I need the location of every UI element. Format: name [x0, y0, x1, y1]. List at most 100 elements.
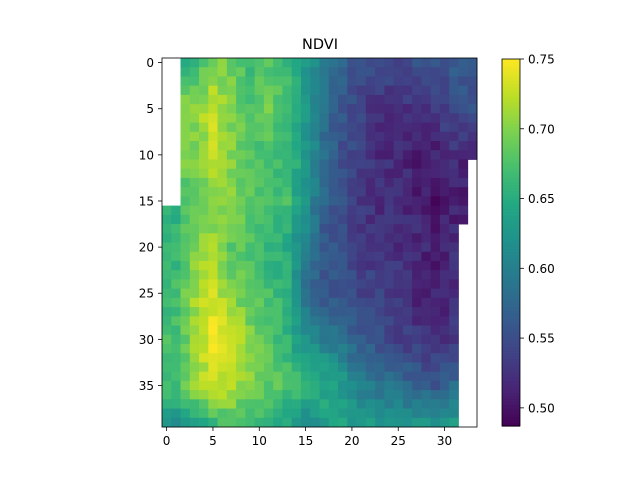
heatmap-cell	[199, 307, 209, 317]
heatmap-cell	[430, 58, 441, 68]
colorbar-segment	[502, 141, 520, 146]
colorbar-segment	[502, 172, 520, 176]
heatmap-cell	[449, 297, 459, 308]
heatmap-cell	[254, 214, 265, 225]
heatmap-cell	[430, 214, 441, 225]
heatmap-cell	[356, 196, 367, 206]
heatmap-cell	[199, 159, 209, 170]
heatmap-cell	[282, 224, 293, 234]
heatmap-cell	[338, 408, 348, 419]
heatmap-cell	[402, 67, 413, 77]
heatmap-cell	[421, 150, 432, 160]
heatmap-cell	[273, 260, 283, 271]
heatmap-cell	[300, 187, 311, 197]
heatmap-cell	[439, 307, 450, 317]
heatmap-cell	[217, 408, 228, 419]
heatmap-cell	[393, 104, 404, 114]
heatmap-cell	[300, 168, 311, 179]
heatmap-cell	[273, 94, 283, 105]
heatmap-cell	[384, 380, 395, 391]
heatmap-cell	[254, 325, 265, 336]
heatmap-cell	[236, 334, 246, 345]
heatmap-cell	[189, 187, 200, 197]
heatmap-cell	[310, 187, 320, 197]
colorbar-tick-label: 0.75	[528, 53, 555, 67]
heatmap-cell	[310, 408, 320, 419]
colorbar-segment	[502, 239, 520, 244]
heatmap-cell	[208, 297, 218, 308]
heatmap-cell	[199, 408, 209, 419]
heatmap-cell	[402, 76, 413, 87]
heatmap-cell	[384, 205, 395, 216]
heatmap-cell	[402, 187, 413, 197]
heatmap-cell	[375, 260, 385, 271]
heatmap-cell	[384, 122, 395, 133]
y-tick-label: 30	[139, 333, 154, 347]
heatmap-cell	[384, 251, 395, 262]
heatmap-cell	[254, 417, 265, 428]
heatmap-cell	[412, 168, 422, 179]
heatmap-cell	[402, 343, 413, 354]
heatmap-cell	[263, 141, 274, 151]
heatmap-cell	[375, 233, 385, 243]
heatmap-cell	[439, 224, 450, 234]
heatmap-cell	[412, 58, 422, 68]
heatmap-cell	[199, 205, 209, 216]
heatmap-cell	[319, 168, 330, 179]
heatmap-cell	[439, 205, 450, 216]
heatmap-cell	[402, 399, 413, 409]
heatmap-cell	[375, 113, 385, 123]
heatmap-cell	[347, 168, 357, 179]
heatmap-cell	[365, 251, 376, 262]
colorbar-segment	[502, 190, 520, 195]
heatmap-cell	[439, 233, 450, 243]
heatmap-cell	[319, 316, 330, 326]
heatmap-cell	[310, 67, 320, 77]
heatmap-cell	[300, 58, 311, 68]
heatmap-cell	[375, 76, 385, 87]
heatmap-cell	[171, 288, 181, 299]
heatmap-cell	[171, 380, 181, 391]
heatmap-cell	[171, 242, 181, 253]
colorbar-segment	[502, 129, 520, 133]
heatmap-cell	[365, 242, 376, 253]
heatmap-cell	[393, 196, 404, 206]
heatmap-cell	[300, 288, 311, 299]
heatmap-cell	[300, 362, 311, 373]
heatmap-cell	[375, 150, 385, 160]
heatmap-cell	[189, 325, 200, 336]
colorbar-segment	[502, 294, 520, 299]
heatmap-cell	[393, 270, 404, 280]
heatmap-cell	[328, 67, 339, 77]
heatmap-cell	[236, 325, 246, 336]
heatmap-cell	[356, 94, 367, 105]
heatmap-cell	[263, 177, 274, 188]
heatmap-cell	[291, 316, 302, 326]
heatmap-cell	[402, 58, 413, 68]
heatmap-cell	[199, 316, 209, 326]
colorbar-segment	[502, 306, 520, 311]
heatmap-cell	[365, 122, 376, 133]
heatmap-cell	[338, 343, 348, 354]
heatmap-cell	[310, 362, 320, 373]
heatmap-cell	[384, 67, 395, 77]
heatmap-cell	[180, 353, 191, 363]
heatmap-cell	[300, 307, 311, 317]
heatmap-cell	[375, 58, 385, 68]
heatmap-cell	[180, 242, 191, 253]
heatmap-cell	[310, 380, 320, 391]
heatmap-cell	[430, 104, 441, 114]
colorbar-tick-label: 0.70	[528, 122, 555, 136]
heatmap-cell	[236, 168, 246, 179]
heatmap-cell	[421, 316, 432, 326]
heatmap-cell	[338, 196, 348, 206]
heatmap-cell	[319, 159, 330, 170]
heatmap-cell	[384, 76, 395, 87]
heatmap-cell	[162, 307, 172, 317]
heatmap-cell	[291, 288, 302, 299]
x-tick-label: 30	[437, 434, 452, 448]
heatmap-cell	[412, 399, 422, 409]
heatmap-cell	[245, 104, 256, 114]
heatmap-cell	[430, 270, 441, 280]
heatmap-cell	[412, 408, 422, 419]
